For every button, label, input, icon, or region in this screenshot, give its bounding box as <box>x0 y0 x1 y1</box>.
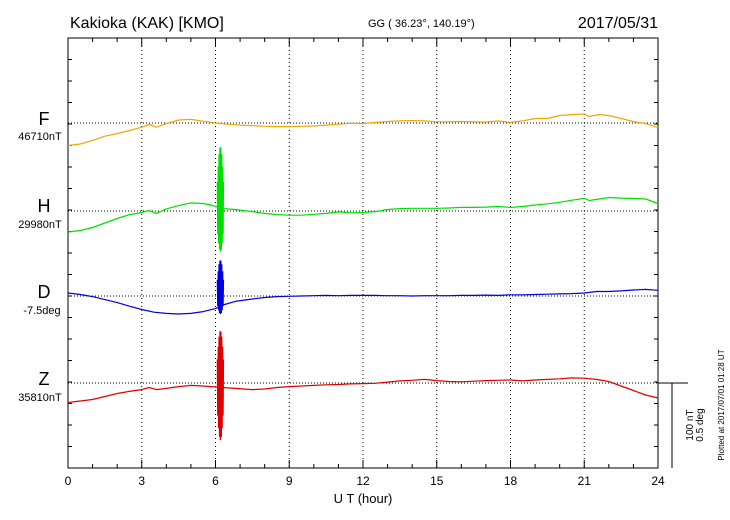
scale-bar-deg-label: 0.5 deg <box>695 408 706 441</box>
x-axis-title: U T (hour) <box>334 491 393 506</box>
x-tick-label: 0 <box>65 474 72 488</box>
x-tick-label: 12 <box>356 474 370 488</box>
spike-z <box>216 331 225 441</box>
x-tick-label: 24 <box>651 474 665 488</box>
baseline-value-d: -7.5deg <box>23 305 60 317</box>
x-tick-label: 3 <box>138 474 145 488</box>
plot-date: 2017/05/31 <box>578 15 658 32</box>
series-label-z: Z <box>39 369 50 389</box>
station-coords: GG ( 36.23°, 140.19°) <box>368 18 475 30</box>
spike-d <box>216 260 225 315</box>
series-line-f <box>67 113 659 147</box>
series-line-z <box>67 377 659 404</box>
scale-bar <box>658 382 688 468</box>
plotted-note: Plotted at 2017/07/01 01:28 UT <box>717 349 726 460</box>
y-minor-ticks <box>68 59 658 447</box>
x-tick-label: 9 <box>286 474 293 488</box>
series-label-f: F <box>39 109 50 129</box>
series-label-h: H <box>38 196 51 216</box>
x-tick-label: 21 <box>578 474 592 488</box>
x-tick-label: 18 <box>504 474 518 488</box>
series-line-d <box>67 288 659 315</box>
station-title: Kakioka (KAK) [KMO] <box>70 15 224 32</box>
spike-h <box>216 147 225 252</box>
baseline-value-z: 35810nT <box>18 392 62 404</box>
scale-bar-nt-label: 100 nT <box>685 409 696 440</box>
x-tick-label: 15 <box>430 474 444 488</box>
x-tick-label: 6 <box>212 474 219 488</box>
series-line-h <box>67 196 659 233</box>
grid-lines <box>141 38 585 468</box>
baseline-value-h: 29980nT <box>18 219 62 231</box>
series-label-d: D <box>38 282 51 302</box>
x-ticks: 0 3 6 9 12 15 18 21 24 <box>65 38 665 488</box>
data-series <box>67 113 659 441</box>
baseline-value-f: 46710nT <box>18 131 62 143</box>
